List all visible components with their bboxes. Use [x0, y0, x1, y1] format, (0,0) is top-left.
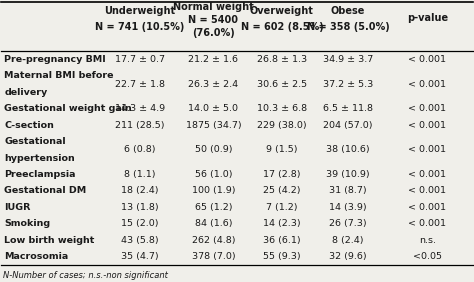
Text: < 0.001: < 0.001 — [408, 55, 446, 64]
Text: p-value: p-value — [407, 13, 448, 23]
Text: 204 (57.0): 204 (57.0) — [323, 121, 373, 130]
Text: Preeclampsia: Preeclampsia — [4, 170, 76, 179]
Text: 13 (1.8): 13 (1.8) — [121, 203, 159, 212]
Text: 229 (38.0): 229 (38.0) — [257, 121, 307, 130]
Text: < 0.001: < 0.001 — [408, 170, 446, 179]
Text: 35 (4.7): 35 (4.7) — [121, 252, 159, 261]
Text: N = 741 (10.5%): N = 741 (10.5%) — [95, 22, 185, 32]
Text: < 0.001: < 0.001 — [408, 203, 446, 212]
Text: 15 (2.0): 15 (2.0) — [121, 219, 159, 228]
Text: 26 (7.3): 26 (7.3) — [329, 219, 367, 228]
Text: hypertension: hypertension — [4, 153, 75, 162]
Text: 31 (8.7): 31 (8.7) — [329, 186, 367, 195]
Text: <0.05: <0.05 — [413, 252, 442, 261]
Text: N = 602 (8.5%): N = 602 (8.5%) — [240, 22, 323, 32]
Text: < 0.001: < 0.001 — [408, 145, 446, 154]
Text: 14.3 ± 4.9: 14.3 ± 4.9 — [115, 104, 165, 113]
Text: 37.2 ± 5.3: 37.2 ± 5.3 — [323, 80, 373, 89]
Text: 39 (10.9): 39 (10.9) — [326, 170, 370, 179]
Text: 30.6 ± 2.5: 30.6 ± 2.5 — [257, 80, 307, 89]
Text: < 0.001: < 0.001 — [408, 121, 446, 130]
Text: 378 (7.0): 378 (7.0) — [191, 252, 235, 261]
Text: Underweight: Underweight — [105, 6, 176, 16]
Text: N-Number of cases; n.s.-non significant: N-Number of cases; n.s.-non significant — [3, 271, 168, 280]
Text: Gestational DM: Gestational DM — [4, 186, 87, 195]
Text: Maternal BMI before: Maternal BMI before — [4, 71, 114, 80]
Text: delivery: delivery — [4, 88, 48, 97]
Text: 56 (1.0): 56 (1.0) — [195, 170, 232, 179]
Text: 1875 (34.7): 1875 (34.7) — [185, 121, 241, 130]
Text: 8 (2.4): 8 (2.4) — [332, 236, 364, 245]
Text: Gestational weight gain: Gestational weight gain — [4, 104, 132, 113]
Text: 36 (6.1): 36 (6.1) — [263, 236, 301, 245]
Text: Smoking: Smoking — [4, 219, 51, 228]
Text: 32 (9.6): 32 (9.6) — [329, 252, 367, 261]
Text: 65 (1.2): 65 (1.2) — [195, 203, 232, 212]
Text: 17.7 ± 0.7: 17.7 ± 0.7 — [115, 55, 165, 64]
Text: (76.0%): (76.0%) — [192, 28, 235, 38]
Text: IUGR: IUGR — [4, 203, 31, 212]
Text: 26.8 ± 1.3: 26.8 ± 1.3 — [257, 55, 307, 64]
Text: 43 (5.8): 43 (5.8) — [121, 236, 159, 245]
Text: Low birth weight: Low birth weight — [4, 236, 95, 245]
Text: 18 (2.4): 18 (2.4) — [121, 186, 159, 195]
Text: Normal weight: Normal weight — [173, 2, 254, 12]
Text: 14 (3.9): 14 (3.9) — [329, 203, 367, 212]
Text: 26.3 ± 2.4: 26.3 ± 2.4 — [188, 80, 238, 89]
Text: 9 (1.5): 9 (1.5) — [266, 145, 298, 154]
Text: 14 (2.3): 14 (2.3) — [263, 219, 301, 228]
Text: N = 5400: N = 5400 — [188, 15, 238, 25]
Text: Obese: Obese — [331, 6, 365, 16]
Text: 14.0 ± 5.0: 14.0 ± 5.0 — [188, 104, 238, 113]
Text: 84 (1.6): 84 (1.6) — [195, 219, 232, 228]
Text: N = 358 (5.0%): N = 358 (5.0%) — [307, 22, 390, 32]
Text: 8 (1.1): 8 (1.1) — [124, 170, 156, 179]
Text: < 0.001: < 0.001 — [408, 186, 446, 195]
Text: 6 (0.8): 6 (0.8) — [124, 145, 156, 154]
Text: Macrosomia: Macrosomia — [4, 252, 69, 261]
Text: < 0.001: < 0.001 — [408, 80, 446, 89]
Text: 34.9 ± 3.7: 34.9 ± 3.7 — [323, 55, 373, 64]
Text: < 0.001: < 0.001 — [408, 219, 446, 228]
Text: Pre-pregnancy BMI: Pre-pregnancy BMI — [4, 55, 106, 64]
Text: 7 (1.2): 7 (1.2) — [266, 203, 298, 212]
Text: 10.3 ± 6.8: 10.3 ± 6.8 — [257, 104, 307, 113]
Text: 211 (28.5): 211 (28.5) — [115, 121, 165, 130]
Text: 22.7 ± 1.8: 22.7 ± 1.8 — [115, 80, 165, 89]
Text: n.s.: n.s. — [419, 236, 436, 245]
Text: 21.2 ± 1.6: 21.2 ± 1.6 — [188, 55, 238, 64]
Text: 262 (4.8): 262 (4.8) — [191, 236, 235, 245]
Text: Gestational: Gestational — [4, 137, 66, 146]
Text: 55 (9.3): 55 (9.3) — [263, 252, 301, 261]
Text: 17 (2.8): 17 (2.8) — [263, 170, 301, 179]
Text: 25 (4.2): 25 (4.2) — [263, 186, 301, 195]
Text: 100 (1.9): 100 (1.9) — [191, 186, 235, 195]
Text: 50 (0.9): 50 (0.9) — [195, 145, 232, 154]
Text: Overweight: Overweight — [250, 6, 314, 16]
Text: 6.5 ± 11.8: 6.5 ± 11.8 — [323, 104, 373, 113]
Text: < 0.001: < 0.001 — [408, 104, 446, 113]
Text: 38 (10.6): 38 (10.6) — [326, 145, 370, 154]
Text: C-section: C-section — [4, 121, 55, 130]
